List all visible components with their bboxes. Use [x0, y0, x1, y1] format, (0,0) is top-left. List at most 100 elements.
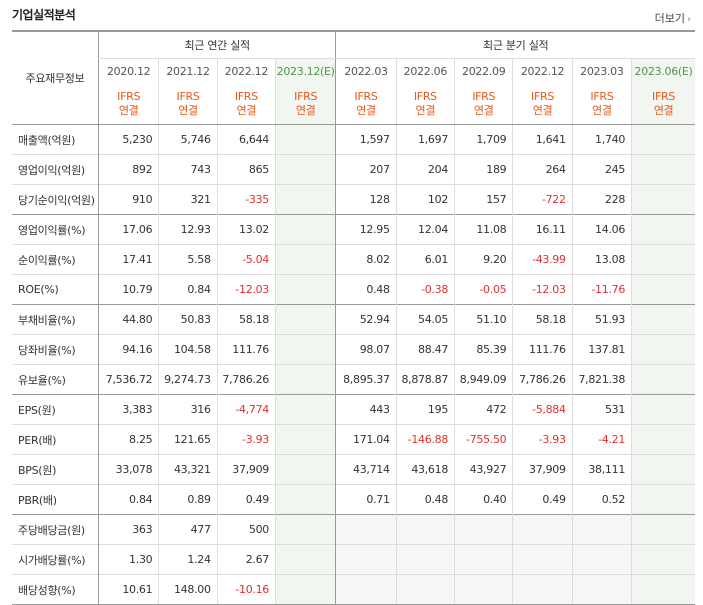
table-row: 영업이익(억원) 892 743 865 207 204 189 264 245 [12, 154, 695, 185]
ifrs-label: IFRS [652, 89, 676, 103]
row-label: 영업이익(억원) [12, 154, 99, 185]
ifrs-label: IFRS [234, 89, 258, 103]
table-cell: 316 [158, 394, 218, 425]
table-cell: 50.83 [158, 304, 218, 335]
table-cell: 7,821.38 [571, 364, 632, 395]
table-row: 배당성향(%) 10.61 148.00 -10.16 [12, 574, 695, 605]
table-cell: 910 [97, 184, 159, 215]
section-header: 기업실적분석 더보기 › [0, 0, 703, 30]
row-label: 시가배당률(%) [12, 544, 99, 575]
table-cell: 0.71 [335, 484, 397, 515]
ifrs-label: IFRS [354, 89, 378, 103]
table-cell [274, 214, 336, 245]
consolidated-label: 연결 [356, 103, 376, 117]
table-cell: 14.06 [571, 214, 632, 245]
table-cell [454, 514, 513, 545]
row-label: 주당배당금(원) [12, 514, 99, 545]
table-cell: 12.95 [335, 214, 397, 245]
period-header: 2023.06(E) [631, 58, 695, 83]
table-cell: 128 [335, 184, 397, 215]
ifrs-badge: IFRS 연결 [395, 83, 455, 125]
row-label: 배당성향(%) [12, 574, 99, 605]
table-row: 부채비율(%) 44.80 50.83 58.18 52.94 54.05 51.10 58.… [12, 304, 695, 335]
ifrs-label: IFRS [472, 89, 496, 103]
financial-table: 주요재무정보 최근 연간 실적 최근 분기 실적 2020.12 2021.12 2022… [12, 30, 695, 605]
row-label: 유보율(%) [12, 364, 99, 395]
table-cell: 0.48 [395, 484, 455, 515]
table-cell: 5,746 [158, 124, 218, 155]
table-cell [274, 154, 336, 185]
table-row: 당좌비율(%) 94.16 104.58 111.76 98.07 88.47 85.39 1… [12, 334, 695, 365]
table-cell: 1,709 [454, 124, 513, 155]
table-cell [631, 484, 695, 515]
table-cell [631, 154, 695, 185]
table-cell: 43,618 [395, 454, 455, 485]
table-cell [274, 394, 336, 425]
table-cell: -755.50 [454, 424, 513, 455]
table-cell [395, 574, 455, 605]
row-label: ROE(%) [12, 274, 99, 305]
table-cell: 13.08 [571, 244, 632, 275]
table-cell: 171.04 [335, 424, 397, 455]
table-cell: -11.76 [571, 274, 632, 305]
table-cell: 148.00 [158, 574, 218, 605]
row-label: PER(배) [12, 424, 99, 455]
period-header: 2021.12 [158, 58, 218, 83]
table-cell: 58.18 [512, 304, 573, 335]
table-row: PER(배) 8.25 121.65 -3.93 171.04 -146.88 -755.5… [12, 424, 695, 455]
table-cell: 8,949.09 [454, 364, 513, 395]
table-cell [571, 514, 632, 545]
table-cell: 264 [512, 154, 573, 185]
table-cell: 54.05 [395, 304, 455, 335]
table-cell: 1.30 [97, 544, 159, 575]
ifrs-badge: IFRS 연결 [216, 83, 276, 125]
table-cell: -43.99 [512, 244, 573, 275]
table-cell: 7,786.26 [512, 364, 573, 395]
table-cell: 8,878.87 [395, 364, 455, 395]
row-label: 영업이익률(%) [12, 214, 99, 245]
table-cell [631, 184, 695, 215]
table-cell [571, 544, 632, 575]
table-cell [631, 214, 695, 245]
table-cell: 111.76 [216, 334, 276, 365]
period-header: 2023.03 [571, 58, 632, 83]
consolidated-label: 연결 [118, 103, 139, 117]
table-cell [512, 544, 573, 575]
table-cell: -335 [216, 184, 276, 215]
table-cell: 3,383 [97, 394, 159, 425]
table-cell: 8.02 [335, 244, 397, 275]
table-cell: 5.58 [158, 244, 218, 275]
table-cell [335, 514, 397, 545]
table-cell: 13.02 [216, 214, 276, 245]
table-cell: 38,111 [571, 454, 632, 485]
table-cell: -4.21 [571, 424, 632, 455]
table-cell: 43,927 [454, 454, 513, 485]
table-cell [335, 574, 397, 605]
table-cell: 189 [454, 154, 513, 185]
table-cell: 363 [97, 514, 159, 545]
ifrs-badge: IFRS 연결 [571, 83, 632, 125]
table-cell [274, 484, 336, 515]
period-header: 2022.12 [216, 58, 276, 83]
table-cell [274, 304, 336, 335]
table-cell [631, 364, 695, 395]
annual-group-header: 최근 연간 실적 [97, 31, 336, 59]
table-cell: 7,786.26 [216, 364, 276, 395]
table-cell: 6.01 [395, 244, 455, 275]
more-link[interactable]: 더보기 › [655, 10, 691, 26]
table-cell: 865 [216, 154, 276, 185]
table-cell [274, 454, 336, 485]
table-cell [631, 124, 695, 155]
table-cell: 16.11 [512, 214, 573, 245]
ifrs-badge: IFRS 연결 [454, 83, 513, 125]
table-cell: 44.80 [97, 304, 159, 335]
row-label: 당좌비율(%) [12, 334, 99, 365]
table-cell [395, 544, 455, 575]
table-cell [631, 454, 695, 485]
table-cell: 472 [454, 394, 513, 425]
table-cell [274, 514, 336, 545]
table-cell: 1,597 [335, 124, 397, 155]
table-cell: 0.40 [454, 484, 513, 515]
table-cell: 10.79 [97, 274, 159, 305]
period-header: 2022.06 [395, 58, 455, 83]
